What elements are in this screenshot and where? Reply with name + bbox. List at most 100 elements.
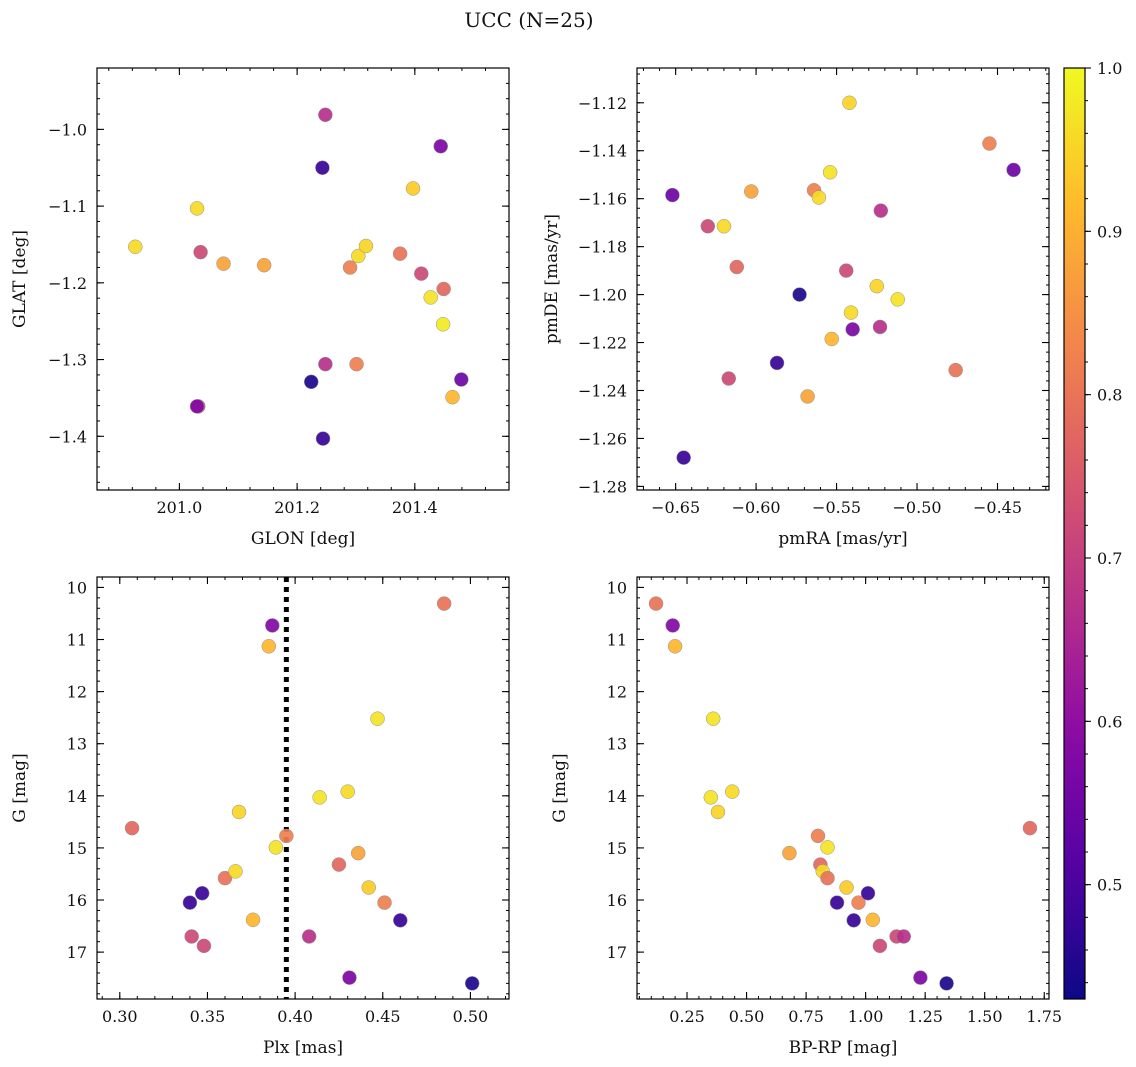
scatter-point <box>824 331 839 347</box>
x-tick-label: −0.60 <box>732 498 781 517</box>
x-tick-label: −0.50 <box>893 498 942 517</box>
x-tick-label: 0.35 <box>190 1007 226 1026</box>
y-tick-label: 10 <box>607 578 627 597</box>
x-tick-label: 0.40 <box>277 1007 313 1026</box>
scatter-point <box>370 711 385 726</box>
colorbar-tick-label: 1.0 <box>1097 59 1122 78</box>
scatter-point <box>377 895 392 910</box>
colorbar-tick-label: 0.5 <box>1097 876 1122 895</box>
y-tick-label: −1.24 <box>578 381 627 400</box>
scatter-point <box>729 259 745 275</box>
y-tick-label: 11 <box>67 631 87 650</box>
scatter-point <box>865 912 881 928</box>
scatter-panels: 201.0 201.2 201.4 −1.4 −1.3 −1.2 −1.1 −1.0 GLON … <box>10 67 1062 1058</box>
scatter-point <box>340 784 355 799</box>
scatter-point <box>792 287 807 302</box>
scatter-point <box>716 219 732 234</box>
axes-frame <box>636 576 1050 1000</box>
x-tick-label: 1.50 <box>967 1007 1003 1026</box>
y-tick-label: −1.3 <box>48 351 87 370</box>
y-tick-label: 17 <box>607 943 627 962</box>
scatter-point <box>124 820 140 836</box>
scatter-point <box>279 828 294 844</box>
scatter-point <box>358 238 374 254</box>
y-tick-label: 14 <box>67 787 87 806</box>
scatter-point <box>435 317 451 332</box>
scatter-point <box>982 136 997 151</box>
scatter-point <box>839 880 854 895</box>
scatter-point <box>710 804 726 820</box>
x-tick-label: 201.4 <box>392 498 438 517</box>
y-tick-label: 15 <box>607 839 627 858</box>
y-tick-label: 15 <box>67 839 87 858</box>
scatter-point <box>361 880 376 895</box>
y-tick-label: −1.18 <box>578 238 627 257</box>
x-tick-label: 0.30 <box>102 1007 138 1026</box>
scatter-point <box>676 450 691 465</box>
y-axis-label: GLAT [deg] <box>10 230 30 328</box>
colorbar-gradient <box>1063 67 1086 1000</box>
x-tick-label: 0.50 <box>729 1007 765 1026</box>
scatter-point <box>769 355 785 371</box>
scatter-point <box>342 970 357 985</box>
x-tick-label: 0.50 <box>453 1007 489 1026</box>
y-tick-label: −1.16 <box>578 190 627 209</box>
scatter-point <box>890 292 905 307</box>
scatter-point <box>312 790 327 805</box>
scatter-point <box>436 281 451 297</box>
scatter-point <box>843 305 859 320</box>
scatter-point <box>216 256 231 271</box>
panel-plx-g: 0.30 0.35 0.40 0.45 0.50 10 11 12 13 14 15 16 17 Plx … <box>10 576 510 1058</box>
scatter-point <box>820 870 835 886</box>
panel-bprp-g: 0.25 0.50 0.75 1.00 1.25 1.50 1.75 10 11 12 13 14 15… <box>550 576 1062 1058</box>
scatter-point <box>245 912 261 928</box>
scatter-point <box>665 187 680 203</box>
y-tick-label: 16 <box>67 891 87 910</box>
scatter-point <box>393 913 408 928</box>
x-axis-label: GLON [deg] <box>251 529 355 549</box>
scatter-point <box>193 244 208 260</box>
axes-frame <box>96 67 510 491</box>
scatter-point <box>822 165 838 180</box>
scatter-point <box>948 362 963 378</box>
scatter-point <box>842 95 857 111</box>
scatter-point <box>182 895 198 910</box>
x-tick-label: −0.55 <box>812 498 861 517</box>
scatter-point <box>228 864 243 879</box>
y-tick-label: −1.2 <box>48 274 87 293</box>
y-axis-label: pmDE [mas/yr] <box>542 214 562 344</box>
scatter-point <box>1006 162 1021 178</box>
scatter-point <box>820 840 835 855</box>
panel-glon-glat: 201.0 201.2 201.4 −1.4 −1.3 −1.2 −1.1 −1.0 GLON … <box>10 67 510 549</box>
scatter-point <box>665 618 680 633</box>
scatter-point <box>436 596 452 611</box>
scatter-point <box>349 356 364 372</box>
scatter-point <box>703 790 719 805</box>
scatter-point <box>705 711 721 726</box>
scatter-point <box>128 239 143 255</box>
x-tick-label: 1.75 <box>1026 1007 1062 1026</box>
scatter-point <box>872 938 888 954</box>
scatter-point <box>331 857 347 872</box>
scatter-point <box>405 181 421 196</box>
axes-frame <box>96 576 510 1000</box>
x-tick-label: 1.00 <box>848 1007 884 1026</box>
scatter-point <box>351 248 366 264</box>
y-tick-label: 11 <box>607 631 627 650</box>
scatter-point <box>445 389 460 405</box>
scatter-point <box>454 372 469 387</box>
scatter-point <box>196 938 212 954</box>
scatter-point <box>268 840 284 855</box>
x-axis-label: BP-RP [mag] <box>789 1038 898 1058</box>
x-tick-label: 0.45 <box>365 1007 401 1026</box>
scatter-point <box>838 263 854 278</box>
y-tick-label: 12 <box>607 683 627 702</box>
scatter-point <box>851 895 866 910</box>
x-tick-label: 201.0 <box>156 498 202 517</box>
scatter-point <box>869 278 885 294</box>
x-tick-label: 0.25 <box>669 1007 705 1026</box>
scatter-point <box>464 976 480 991</box>
scatter-point <box>810 828 826 844</box>
scatter-point <box>315 160 330 175</box>
